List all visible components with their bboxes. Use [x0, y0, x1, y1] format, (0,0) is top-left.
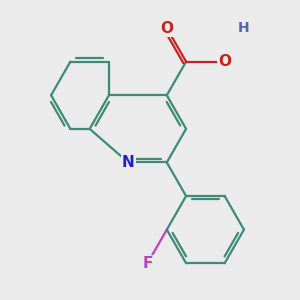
- Text: N: N: [122, 155, 135, 170]
- Text: O: O: [218, 54, 231, 69]
- Text: O: O: [160, 21, 173, 36]
- Text: F: F: [142, 256, 153, 271]
- Text: H: H: [238, 21, 250, 35]
